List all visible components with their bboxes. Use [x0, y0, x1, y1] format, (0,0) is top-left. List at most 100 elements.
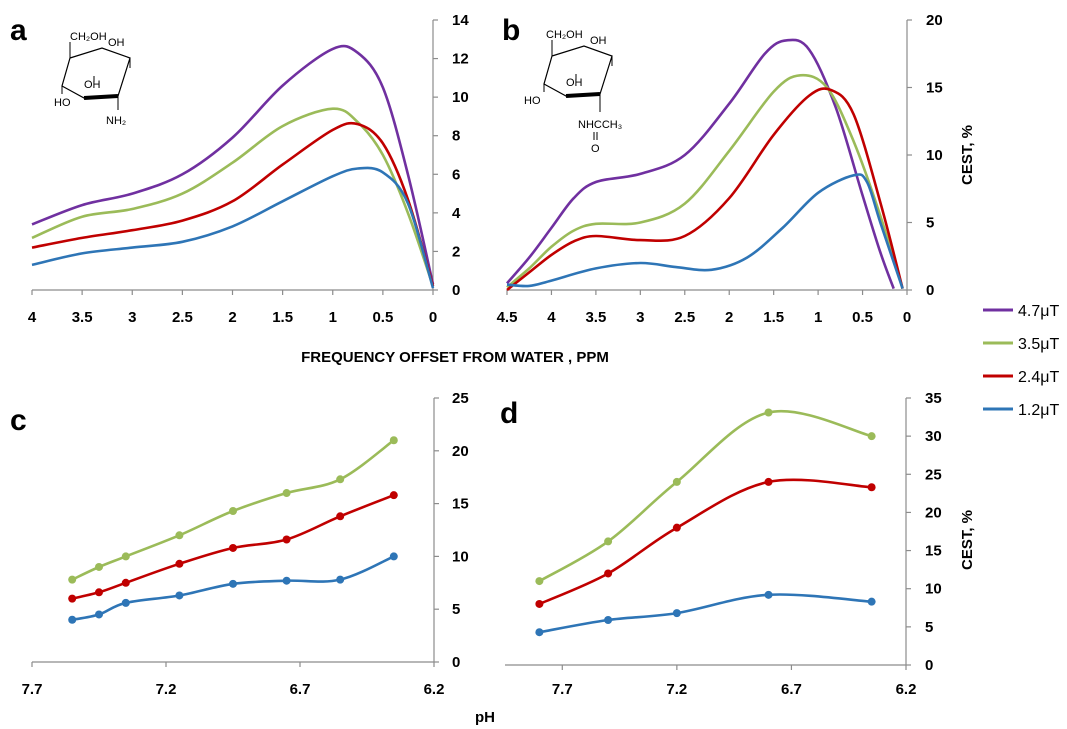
y-tick-label: 15	[926, 80, 943, 97]
x-tick-label: 7.2	[666, 681, 687, 698]
data-point	[175, 531, 184, 540]
data-point	[336, 475, 345, 484]
data-point	[68, 575, 77, 584]
x-tick-label: 2	[228, 309, 236, 326]
y-tick-label: 0	[925, 657, 933, 674]
data-point	[68, 594, 77, 603]
series-line	[31, 44, 435, 285]
panel-letter-b: b	[502, 14, 520, 47]
y-tick-label: 12	[452, 51, 469, 68]
x-tick-label: 2.5	[674, 309, 695, 326]
y-tick-label: 10	[926, 147, 943, 164]
y-tick-label: 8	[452, 128, 460, 145]
x-tick-label: 1	[329, 309, 337, 326]
x-tick-label: 7.7	[552, 681, 573, 698]
data-point	[672, 609, 681, 618]
data-point	[229, 506, 237, 515]
y-tick-label: 15	[925, 543, 942, 560]
legend-label: 2.4μT	[1018, 369, 1059, 386]
data-point	[604, 569, 613, 578]
chart-panel-a: 4 3.5 3 2.5 2 1.5 1 0.5 00 2 4 6 8 10 12 14	[28, 12, 470, 326]
x-tick-label: 6.2	[896, 681, 917, 698]
structure-label: OH	[566, 77, 583, 89]
data-point	[121, 598, 130, 607]
data-point	[336, 575, 345, 584]
x-tick-label: 7.7	[22, 681, 43, 698]
data-point	[282, 535, 291, 544]
structure-label: OH	[108, 37, 125, 49]
data-point	[867, 597, 876, 606]
series-line	[506, 38, 895, 290]
structure-label: OH	[84, 79, 101, 91]
structure-label: O	[591, 143, 600, 155]
y-axis-title-b: CEST, %	[959, 125, 976, 185]
x-tick-label: 0	[429, 309, 437, 326]
n-acetylglucosamine-structure: CH₂OH OH OH HO NHCCH₃ O	[524, 29, 622, 155]
chart-panel-d: 7.7 7.2 6.7 6.2 0 5 10 15 20 25 30 35	[505, 390, 942, 698]
x-tick-label: 2.5	[172, 309, 193, 326]
data-point	[604, 537, 613, 546]
y-tick-label: 14	[452, 12, 469, 29]
y-tick-label: 5	[452, 601, 460, 618]
x-tick-label: 0.5	[852, 309, 873, 326]
data-point	[764, 477, 773, 486]
panel-letter-a: a	[10, 14, 27, 47]
y-tick-label: 0	[452, 654, 460, 671]
series-line	[506, 173, 904, 290]
chart-panel-c: 7.7 7.2 6.7 6.2 0 5 10 15 20 25	[22, 390, 469, 698]
data-point	[121, 552, 130, 561]
series-line	[539, 593, 872, 634]
series-line	[538, 478, 872, 606]
x-tick-label: 3.5	[585, 309, 606, 326]
x-tick-label: 7.2	[156, 681, 177, 698]
series-line	[31, 166, 435, 289]
structure-label: HO	[524, 95, 541, 107]
x-tick-label: 0	[903, 309, 911, 326]
structure-label: CH₂OH	[70, 31, 107, 43]
y-tick-label: 25	[452, 390, 469, 407]
x-tick-label: 4.5	[497, 309, 518, 326]
y-axis-title-d: CEST, %	[959, 510, 976, 570]
data-point	[535, 577, 544, 586]
data-point	[95, 562, 103, 571]
x-tick-label: 6.7	[290, 681, 311, 698]
y-tick-label: 20	[452, 443, 469, 460]
data-point	[604, 615, 613, 624]
data-point	[282, 489, 291, 498]
x-tick-label: 4	[547, 309, 556, 326]
x-tick-label: 3.5	[72, 309, 93, 326]
data-point	[95, 588, 103, 597]
structure-label: NHCCH₃	[578, 119, 622, 131]
panel-letter-c: c	[10, 404, 27, 437]
data-point	[672, 523, 681, 532]
series-line	[31, 107, 435, 287]
x-tick-label: 1.5	[272, 309, 293, 326]
x-tick-label: 4	[28, 309, 37, 326]
data-point	[764, 590, 773, 599]
y-tick-label: 0	[926, 282, 934, 299]
y-tick-label: 10	[925, 581, 942, 598]
y-tick-label: 5	[926, 215, 934, 232]
data-point	[95, 610, 103, 619]
y-tick-label: 4	[452, 205, 461, 222]
x-tick-label: 0.5	[372, 309, 393, 326]
series-line	[506, 87, 904, 292]
data-point	[672, 477, 681, 486]
y-tick-label: 0	[452, 282, 460, 299]
data-point	[389, 552, 398, 561]
panel-letter-d: d	[500, 397, 518, 430]
x-tick-label: 6.7	[781, 681, 802, 698]
legend-label: 4.7μT	[1018, 303, 1059, 320]
x-axis-title-top: FREQUENCY OFFSET FROM WATER , PPM	[301, 349, 609, 366]
data-point	[764, 408, 773, 417]
legend-label: 3.5μT	[1018, 336, 1059, 353]
y-tick-label: 35	[925, 390, 942, 407]
y-tick-label: 20	[925, 504, 942, 521]
series-line	[538, 409, 872, 583]
y-tick-label: 5	[925, 619, 933, 636]
data-point	[68, 615, 77, 624]
data-point	[336, 512, 345, 521]
x-tick-label: 3	[636, 309, 644, 326]
data-point	[867, 432, 876, 441]
